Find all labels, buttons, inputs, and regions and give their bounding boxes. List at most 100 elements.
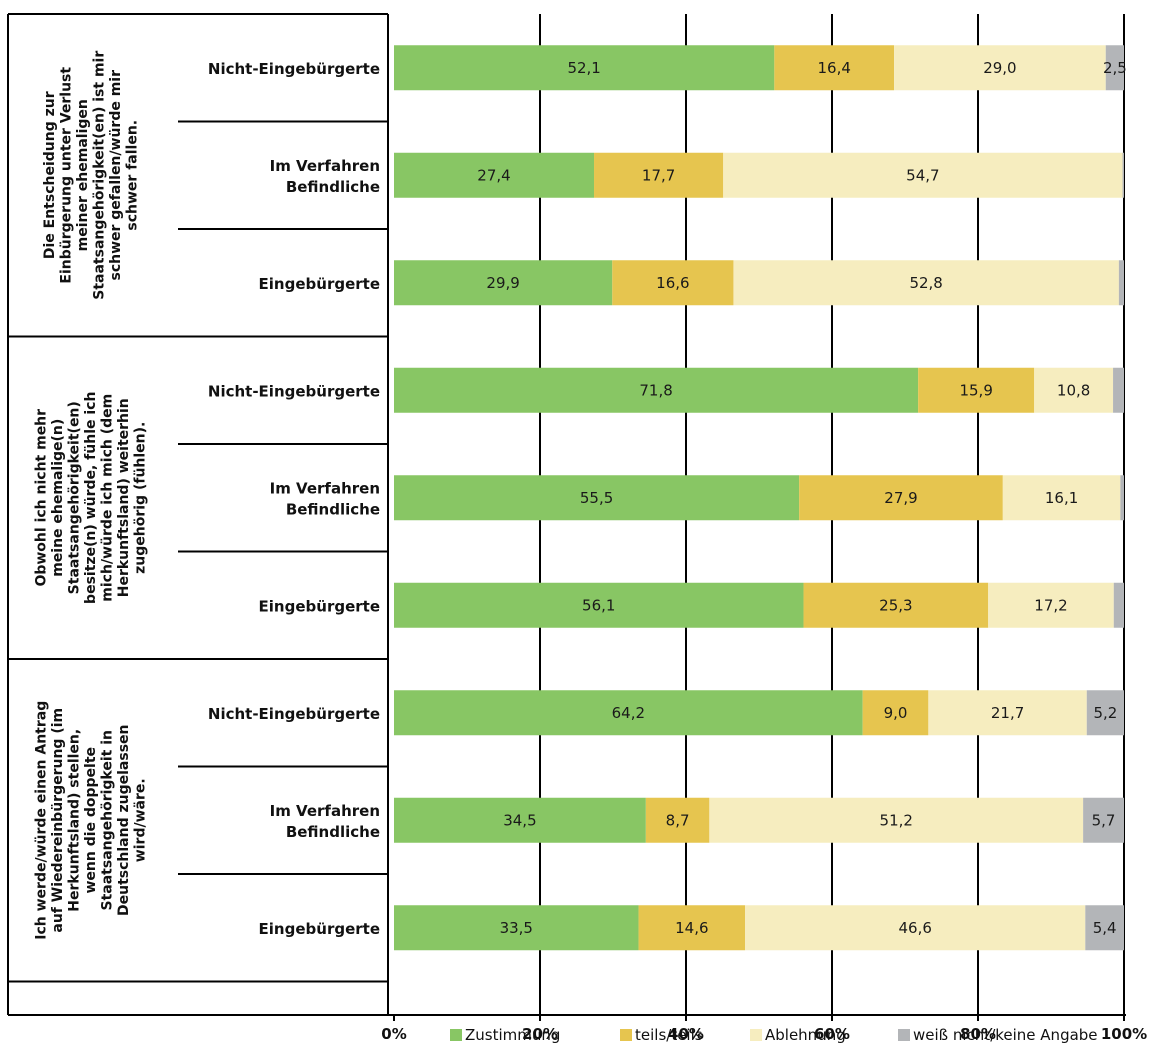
question-label: Ich werde/würde einen Antrag <box>34 701 50 940</box>
bar-segment <box>774 45 895 91</box>
data-label: 52,1 <box>567 59 600 77</box>
bar-segment <box>803 582 989 628</box>
bar-segment <box>1118 260 1124 306</box>
row-label: Befindliche <box>286 823 380 841</box>
data-label: 15,9 <box>959 381 992 399</box>
x-tick-label: 20% <box>522 1025 558 1043</box>
bar-segment <box>1002 475 1121 521</box>
legend-label: teils/teils <box>635 1026 703 1044</box>
data-label: 5,4 <box>1093 919 1117 937</box>
question-label: wenn die doppelte <box>83 747 99 894</box>
category-labels: Nicht-Eingebürgerte Im Verfahren Befindlic… <box>34 51 381 940</box>
x-tick-label: 40% <box>668 1025 704 1043</box>
data-label: 29,0 <box>983 59 1016 77</box>
bar-segment <box>1086 690 1124 736</box>
data-label: 16,1 <box>1045 489 1078 507</box>
data-label: 34,5 <box>503 811 536 829</box>
question-label: besitze(n) würde, fühle ich <box>83 392 99 604</box>
bar-segment <box>1120 475 1124 521</box>
question-label-group: Ich werde/würde einen Antrag auf Wiederei… <box>34 701 149 940</box>
data-label: 29,9 <box>486 274 519 292</box>
bar-segment <box>745 905 1086 951</box>
category-frame <box>7 13 389 1015</box>
question-label: mich/würde ich mich (dem <box>100 394 116 602</box>
bar-segment <box>1113 367 1124 413</box>
bar-segment <box>799 475 1003 521</box>
bar-segment <box>394 475 800 521</box>
bar-segment <box>594 152 724 198</box>
data-label: 71,8 <box>639 381 672 399</box>
data-label: 27,4 <box>477 166 510 184</box>
x-tick-label: 60% <box>814 1025 850 1043</box>
data-label: 56,1 <box>582 596 615 614</box>
row-label: Befindliche <box>286 178 380 196</box>
bar-segment <box>1105 45 1124 91</box>
bar-segment <box>1113 582 1124 628</box>
bar-segment <box>723 152 1123 198</box>
legend: Zustimmung teils/teils Ablehnung weiß nicht… <box>450 1026 1098 1044</box>
x-axis: 0% 20% 40% 60% 80% 100% <box>8 1014 1147 1043</box>
legend-swatch <box>620 1029 632 1041</box>
question-label: Staatsangehörigkeit(en) ist mir <box>91 51 107 300</box>
bar-segment <box>1034 367 1114 413</box>
question-label: zugehörig (fühlen). <box>133 422 149 574</box>
bar-segment <box>1083 797 1124 843</box>
row-label: Nicht-Eingebürgerte <box>208 60 380 78</box>
data-label: 52,8 <box>909 274 942 292</box>
row-label: Eingebürgerte <box>259 597 380 615</box>
row-label: Eingebürgerte <box>259 920 380 938</box>
question-label: meiner ehemaligen <box>75 99 91 251</box>
data-label: 51,2 <box>880 811 913 829</box>
data-label: 17,7 <box>642 166 675 184</box>
legend-label: weiß nicht/keine Angabe <box>913 1026 1098 1044</box>
question-label: Herkunftsland) weiterhin <box>116 398 132 597</box>
bar-segment <box>394 905 639 951</box>
data-label: 46,6 <box>899 919 932 937</box>
legend-swatch <box>450 1029 462 1041</box>
data-label: 21,7 <box>991 704 1024 722</box>
data-label: 54,7 <box>906 166 939 184</box>
legend-label: Zustimmung <box>465 1026 560 1044</box>
bar-segment <box>638 905 746 951</box>
question-label: schwer gefallen/würde mir <box>108 70 124 281</box>
question-label: schwer fallen. <box>124 120 140 231</box>
question-label-group: Die Entscheidung zur Einbürgerung unter V… <box>42 51 141 300</box>
question-label: auf Wiedereinbürgerung (im <box>50 708 66 933</box>
bar-segment <box>928 690 1087 736</box>
question-label: Staatsangehörigkeit(en) <box>67 401 83 594</box>
data-label: 10,8 <box>1057 381 1090 399</box>
data-label: 16,4 <box>817 59 850 77</box>
data-label: 16,6 <box>656 274 689 292</box>
bar-segment <box>394 690 863 736</box>
row-label: Eingebürgerte <box>259 275 380 293</box>
bar-segment <box>394 582 804 628</box>
data-label: 2,5 <box>1103 59 1127 77</box>
bar-segment <box>1085 905 1124 951</box>
question-label: Die Entscheidung zur <box>42 91 58 259</box>
bar-segment <box>394 45 775 91</box>
data-label: 55,5 <box>580 489 613 507</box>
bar-segment <box>894 45 1106 91</box>
x-tick-label: 0% <box>381 1025 406 1043</box>
data-label: 5,2 <box>1093 704 1117 722</box>
bar-segment <box>1122 152 1124 198</box>
data-label: 25,3 <box>879 596 912 614</box>
legend-label: Ablehnung <box>765 1026 846 1044</box>
row-label: Im Verfahren <box>270 802 380 820</box>
data-label: 5,7 <box>1092 811 1116 829</box>
row-label: Im Verfahren <box>270 479 380 497</box>
bar-segment <box>733 260 1119 306</box>
bar-segment <box>988 582 1114 628</box>
row-label: Nicht-Eingebürgerte <box>208 705 380 723</box>
bars: 52,1 16,4 29,0 2,5 27,4 17,7 54,7 29,9 16,6 52,8 7… <box>394 45 1127 951</box>
data-label: 64,2 <box>612 704 645 722</box>
bar-segment <box>394 797 646 843</box>
legend-swatch <box>898 1029 910 1041</box>
bar-segment <box>612 260 734 306</box>
question-label: Staatsangehörigkeit in <box>100 730 116 911</box>
bar-segment <box>394 152 595 198</box>
row-label: Nicht-Eingebürgerte <box>208 382 380 400</box>
question-label: wird/wäre. <box>133 778 149 862</box>
question-label: Obwohl ich nicht mehr <box>34 409 50 587</box>
